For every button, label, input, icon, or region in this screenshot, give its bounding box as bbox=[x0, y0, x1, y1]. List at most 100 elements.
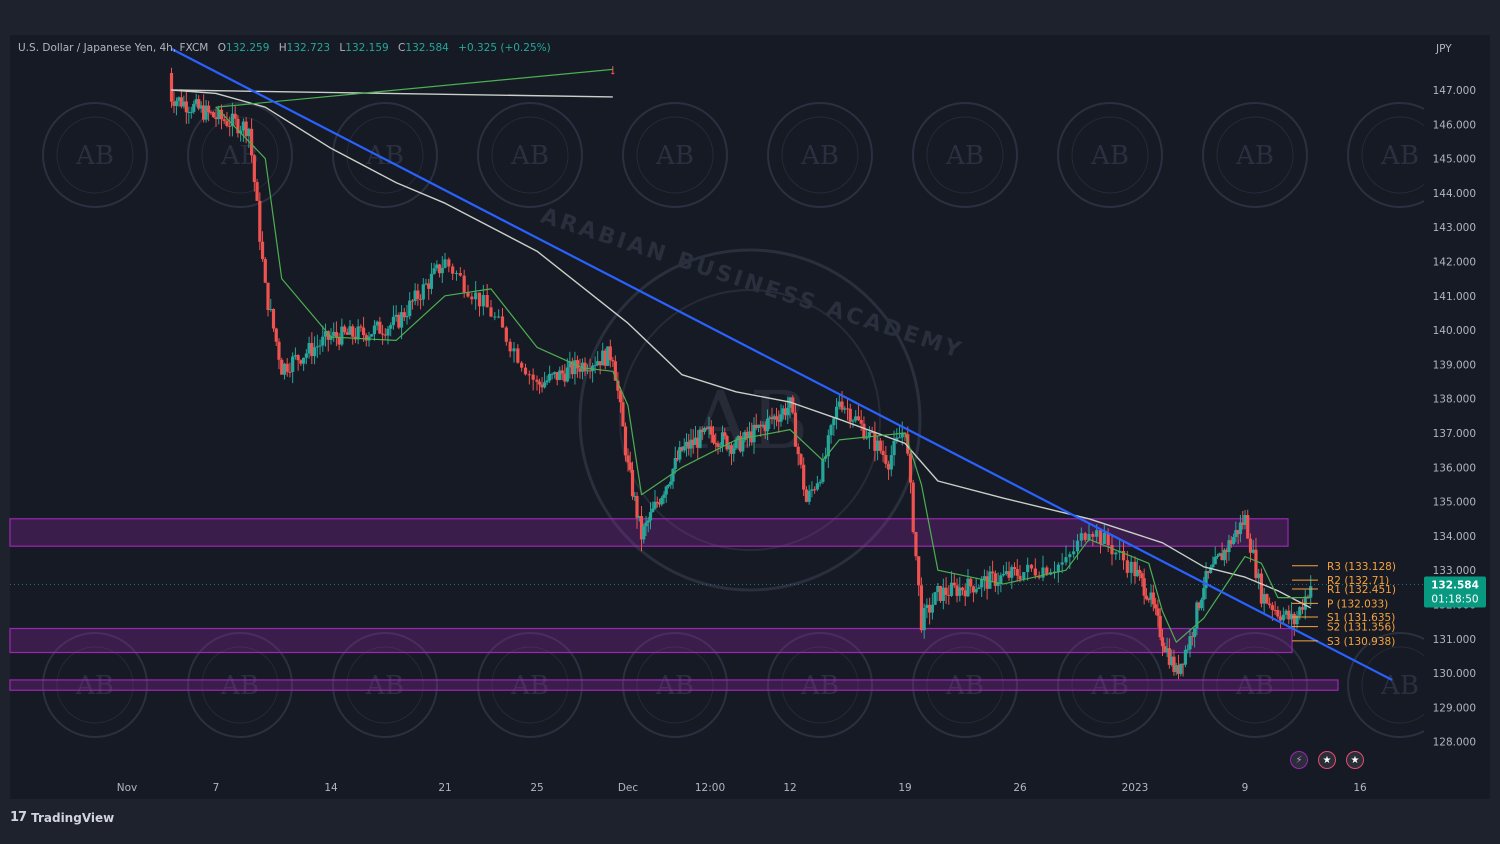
candle-body[interactable] bbox=[807, 490, 811, 502]
candle-body[interactable] bbox=[1135, 569, 1139, 577]
candle-body[interactable] bbox=[447, 259, 451, 267]
candle-body[interactable] bbox=[598, 361, 602, 366]
candle-body[interactable] bbox=[1215, 555, 1220, 557]
candle-body[interactable] bbox=[206, 105, 211, 113]
candle-body[interactable] bbox=[1192, 628, 1197, 637]
candle-body[interactable] bbox=[332, 331, 336, 336]
candle-body[interactable] bbox=[991, 571, 995, 574]
candle-body[interactable] bbox=[375, 321, 379, 326]
candle-body[interactable] bbox=[1095, 530, 1099, 537]
candle-body[interactable] bbox=[944, 587, 948, 595]
candle-body[interactable] bbox=[1236, 530, 1240, 535]
candle-body[interactable] bbox=[889, 455, 893, 470]
candle-body[interactable] bbox=[1144, 595, 1149, 600]
candle-body[interactable] bbox=[527, 374, 531, 376]
candle-body[interactable] bbox=[194, 99, 198, 104]
candle-body[interactable] bbox=[416, 290, 420, 299]
candle-body[interactable] bbox=[684, 441, 689, 447]
candle-body[interactable] bbox=[575, 360, 580, 369]
candle-body[interactable] bbox=[802, 464, 806, 490]
candle-body[interactable] bbox=[192, 103, 196, 112]
candle-body[interactable] bbox=[508, 341, 512, 352]
candle-body[interactable] bbox=[583, 362, 587, 372]
support-resistance-zone[interactable] bbox=[9, 627, 1293, 654]
candle-body[interactable] bbox=[804, 489, 809, 502]
candle-body[interactable] bbox=[691, 439, 695, 445]
candle-body[interactable] bbox=[535, 379, 539, 382]
candle-body[interactable] bbox=[616, 380, 620, 391]
candle-body[interactable] bbox=[244, 121, 248, 137]
candle-body[interactable] bbox=[613, 361, 617, 381]
candle-body[interactable] bbox=[1220, 553, 1224, 561]
candle-body[interactable] bbox=[408, 300, 412, 316]
candle-body[interactable] bbox=[938, 585, 943, 601]
candle-body[interactable] bbox=[611, 360, 615, 362]
candle-body[interactable] bbox=[1125, 560, 1129, 573]
candle-body[interactable] bbox=[296, 355, 300, 361]
candle-body[interactable] bbox=[217, 109, 221, 120]
candle-body[interactable] bbox=[725, 436, 729, 450]
candle-body[interactable] bbox=[233, 113, 237, 119]
candle-body[interactable] bbox=[693, 437, 698, 445]
time-axis[interactable] bbox=[10, 775, 1424, 799]
candle-body[interactable] bbox=[241, 121, 245, 131]
candle-body[interactable] bbox=[315, 346, 319, 348]
candle-body[interactable] bbox=[458, 273, 462, 276]
candle-body[interactable] bbox=[729, 445, 734, 454]
candle-body[interactable] bbox=[255, 182, 259, 201]
candle-body[interactable] bbox=[813, 489, 817, 491]
candle-body[interactable] bbox=[1181, 663, 1185, 665]
candle-body[interactable] bbox=[1154, 604, 1158, 609]
candle-body[interactable] bbox=[405, 315, 409, 318]
candle-body[interactable] bbox=[321, 336, 325, 346]
candle-body[interactable] bbox=[570, 361, 574, 375]
candle-body[interactable] bbox=[299, 360, 303, 364]
candle-body[interactable] bbox=[1133, 561, 1137, 577]
candle-body[interactable] bbox=[637, 515, 641, 518]
candle-body[interactable] bbox=[1147, 599, 1151, 601]
candle-body[interactable] bbox=[512, 348, 516, 352]
candle-body[interactable] bbox=[356, 326, 360, 340]
candle-body[interactable] bbox=[709, 426, 713, 435]
candle-body[interactable] bbox=[996, 582, 1000, 586]
candle-body[interactable] bbox=[873, 432, 877, 451]
candle-body[interactable] bbox=[1295, 615, 1299, 625]
candle-body[interactable] bbox=[1022, 572, 1026, 580]
candle-body[interactable] bbox=[774, 416, 779, 420]
candle-body[interactable] bbox=[520, 362, 524, 368]
candle-body[interactable] bbox=[481, 295, 485, 307]
current-price-tag[interactable] bbox=[1424, 576, 1486, 608]
candle-body[interactable] bbox=[876, 440, 880, 451]
candle-body[interactable] bbox=[1072, 551, 1076, 555]
candle-body[interactable] bbox=[906, 434, 910, 454]
candle-body[interactable] bbox=[1075, 540, 1080, 552]
candle-body[interactable] bbox=[389, 325, 393, 329]
candle-body[interactable] bbox=[1114, 552, 1118, 555]
candle-body[interactable] bbox=[702, 427, 707, 432]
candle-body[interactable] bbox=[1129, 561, 1133, 573]
candle-body[interactable] bbox=[660, 497, 664, 505]
candle-body[interactable] bbox=[177, 97, 181, 101]
candle-body[interactable] bbox=[247, 128, 251, 137]
candle-body[interactable] bbox=[1140, 573, 1144, 579]
candle-body[interactable] bbox=[603, 350, 607, 366]
candle-body[interactable] bbox=[743, 431, 747, 441]
candle-body[interactable] bbox=[545, 380, 549, 383]
candle-body[interactable] bbox=[1278, 616, 1283, 621]
candle-body[interactable] bbox=[993, 573, 997, 586]
candle-body[interactable] bbox=[1110, 545, 1114, 555]
candle-body[interactable] bbox=[870, 431, 874, 433]
candle-body[interactable] bbox=[560, 370, 564, 374]
candle-body[interactable] bbox=[941, 587, 945, 601]
candle-body[interactable] bbox=[421, 284, 425, 300]
candle-body[interactable] bbox=[548, 373, 552, 381]
candle-body[interactable] bbox=[999, 575, 1003, 583]
candle-body[interactable] bbox=[644, 522, 648, 527]
candle-body[interactable] bbox=[489, 307, 493, 317]
candle-body[interactable] bbox=[1231, 537, 1236, 545]
candle-body[interactable] bbox=[1206, 571, 1210, 574]
candle-body[interactable] bbox=[565, 367, 569, 382]
candle-body[interactable] bbox=[1149, 592, 1153, 600]
candle-body[interactable] bbox=[397, 314, 401, 328]
candle-body[interactable] bbox=[252, 155, 256, 183]
